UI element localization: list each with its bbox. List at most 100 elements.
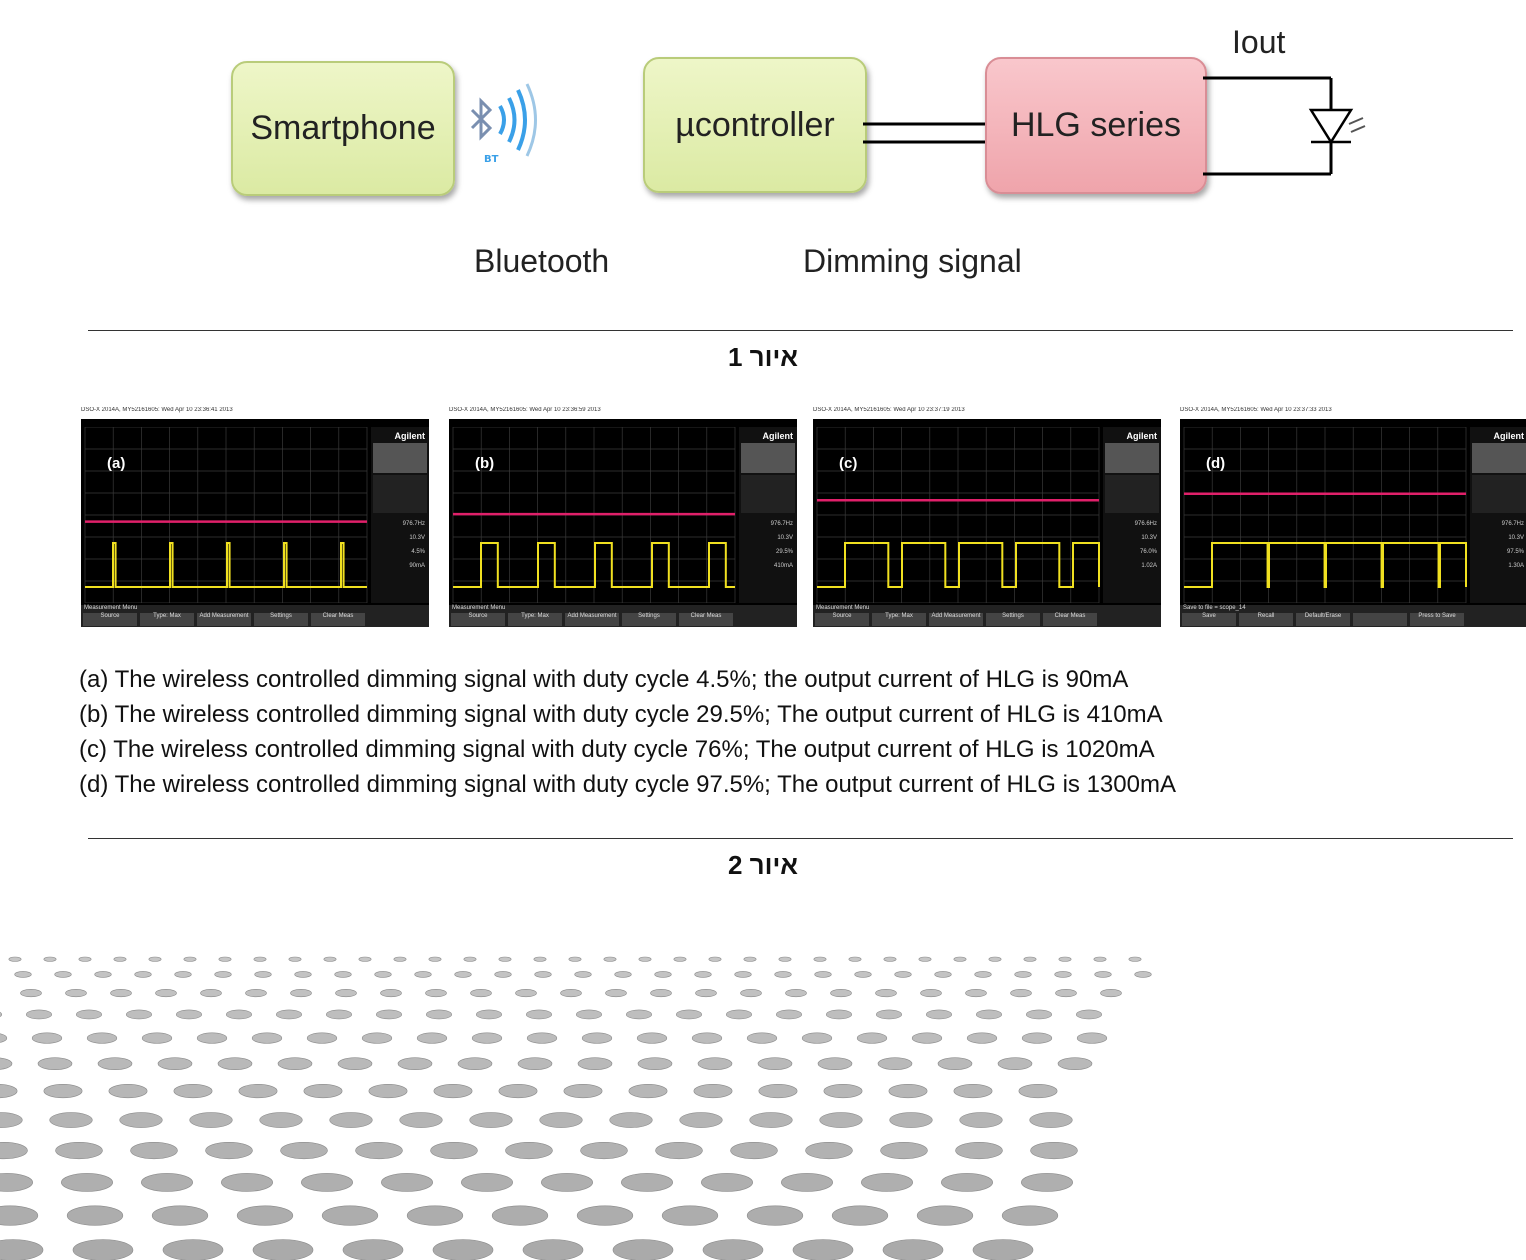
decorative-dot xyxy=(743,956,757,962)
measurement-value: 29.5% xyxy=(775,549,793,555)
decorative-dot xyxy=(425,989,447,998)
decorative-dot xyxy=(141,1032,173,1044)
softkey-button: Add Measurement xyxy=(565,613,619,626)
decorative-dot xyxy=(196,1032,228,1044)
decorative-dot xyxy=(693,1084,733,1099)
iout-label: Iout xyxy=(1232,24,1286,60)
decorative-dot xyxy=(183,956,197,962)
menu-title: Measurement Menu xyxy=(84,605,138,611)
pwm-trace xyxy=(817,542,1100,588)
scope-header: DSO-X 2014A, MY52161605: Wed Apr 10 23:3… xyxy=(449,407,601,413)
decorative-dot xyxy=(876,1009,902,1020)
pwm-trace xyxy=(85,542,367,588)
decorative-dot xyxy=(337,1057,373,1070)
decorative-dot xyxy=(848,956,862,962)
decorative-dot xyxy=(1054,971,1072,978)
decorative-dot xyxy=(380,989,402,998)
softkey-button: Save xyxy=(1182,613,1236,626)
decorative-dot xyxy=(650,989,672,998)
measurement-value: 976.7Hz xyxy=(770,521,793,527)
decorative-dot xyxy=(581,1032,613,1044)
decorative-dot xyxy=(78,956,92,962)
decorative-dot xyxy=(778,956,792,962)
decorative-dot xyxy=(831,1205,889,1226)
scope-label: (a) xyxy=(107,455,126,472)
decorative-dot xyxy=(254,971,272,978)
channels-section xyxy=(1472,475,1526,513)
decorative-dot xyxy=(1021,1032,1053,1044)
softkey-button: Settings xyxy=(622,613,676,626)
decorative-dot xyxy=(0,1084,18,1099)
decorative-dot xyxy=(0,1173,33,1192)
decorative-dot xyxy=(614,971,632,978)
softkey-button: Source xyxy=(815,613,869,626)
decorative-dot xyxy=(691,1032,723,1044)
decorative-dot xyxy=(697,1057,733,1070)
softkey-button: Clear Meas xyxy=(311,613,365,626)
decorative-dot xyxy=(134,971,152,978)
decorative-dot xyxy=(97,1057,133,1070)
decorative-dot xyxy=(702,1239,764,1260)
scope-panel: DSO-X 2014A, MY52161605: Wed Apr 10 23:3… xyxy=(449,407,797,627)
scope-side-panel: Agilent 976.7Hz 10.3V 4.5% 90mA xyxy=(371,427,429,603)
scope-panel: DSO-X 2014A, MY52161605: Wed Apr 10 23:3… xyxy=(81,407,429,627)
decorative-dot xyxy=(130,1141,178,1160)
decorative-dot xyxy=(955,1141,1003,1160)
decorative-dot xyxy=(757,1057,793,1070)
decorative-dot xyxy=(0,1112,23,1128)
decorative-dot xyxy=(65,989,87,998)
decorative-dot xyxy=(1076,1032,1108,1044)
decorative-dot xyxy=(155,989,177,998)
waveform-plot xyxy=(1183,427,1467,603)
decorative-dot xyxy=(0,1141,28,1160)
decorative-dot xyxy=(141,1173,193,1192)
softkey-button: Recall xyxy=(1239,613,1293,626)
decorative-dot xyxy=(0,1011,2,1018)
decorative-dot xyxy=(801,1032,833,1044)
agilent-logo: Agilent xyxy=(1493,431,1525,441)
decorative-dot xyxy=(911,1032,943,1044)
decorative-dot xyxy=(393,956,407,962)
decorative-dot xyxy=(461,1173,513,1192)
softkey-button: Default/Erase xyxy=(1296,613,1350,626)
waveform-plot xyxy=(452,427,736,603)
figure2-captions: (a) The wireless controlled dimming sign… xyxy=(79,662,1176,802)
measurement-value: 10.3V xyxy=(1508,535,1524,541)
decorative-dot xyxy=(785,989,807,998)
decorative-dot xyxy=(174,971,192,978)
scope-header: DSO-X 2014A, MY52161605: Wed Apr 10 23:3… xyxy=(81,407,233,413)
decorative-dot xyxy=(560,989,582,998)
decorative-dot xyxy=(226,1009,252,1020)
decorative-dot xyxy=(1058,956,1072,962)
channels-section xyxy=(373,475,427,513)
decorative-dot xyxy=(654,971,672,978)
decorative-dot xyxy=(334,971,352,978)
scope-header: DSO-X 2014A, MY52161605: Wed Apr 10 23:3… xyxy=(1180,407,1332,413)
decorative-dot xyxy=(321,1205,379,1226)
smartphone-label: Smartphone xyxy=(250,109,436,147)
led-output-circuit xyxy=(1203,76,1366,176)
decorative-dot xyxy=(934,971,952,978)
decorative-dot xyxy=(236,1205,294,1226)
scope-panel: DSO-X 2014A, MY52161605: Wed Apr 10 23:3… xyxy=(1180,407,1526,627)
measurement-value: 10.3V xyxy=(1141,535,1157,541)
decorative-dot xyxy=(476,1009,502,1020)
decorative-dot xyxy=(259,1112,303,1128)
scope-softkey-menu: Measurement Menu Source Type: Max Add Measu… xyxy=(81,605,429,627)
decorative-dot xyxy=(1018,1084,1058,1099)
decorative-dot xyxy=(941,1173,993,1192)
decorative-dot xyxy=(86,1032,118,1044)
decorative-dot xyxy=(576,1205,634,1226)
softkey-button: Settings xyxy=(986,613,1040,626)
decorative-dot xyxy=(920,989,942,998)
decorative-dot xyxy=(221,1173,273,1192)
decorative-dot xyxy=(817,1057,853,1070)
measurement-value: 976.7Hz xyxy=(402,521,425,527)
decorative-dot xyxy=(695,989,717,998)
channels-section xyxy=(741,475,795,513)
pwm-trace xyxy=(453,542,735,588)
decorative-dot xyxy=(959,1112,1003,1128)
decorative-dot xyxy=(856,1032,888,1044)
softkey-button: Clear Meas xyxy=(679,613,733,626)
acquisition-section xyxy=(1105,443,1159,473)
